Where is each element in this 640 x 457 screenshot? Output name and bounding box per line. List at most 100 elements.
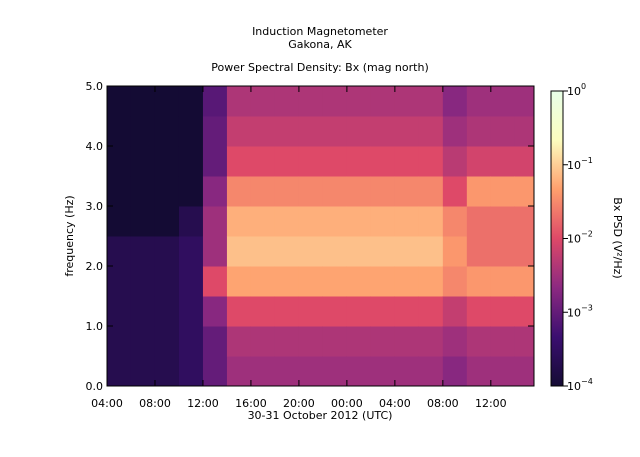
- cell: [370, 116, 396, 147]
- cell: [130, 206, 156, 237]
- cell: [274, 116, 300, 147]
- cell: [202, 296, 228, 327]
- cell: [178, 86, 204, 117]
- cell: [442, 176, 468, 207]
- cell: [202, 326, 228, 357]
- cell: [154, 146, 180, 177]
- cell: [370, 176, 396, 207]
- cell: [274, 176, 300, 207]
- cell: [274, 296, 300, 327]
- cell: [322, 236, 348, 267]
- cell: [274, 146, 300, 177]
- cell: [442, 326, 468, 357]
- cell: [346, 236, 372, 267]
- cell: [250, 296, 276, 327]
- cell: [442, 146, 468, 177]
- y-tick-label: 4.0: [86, 140, 104, 153]
- cell: [466, 326, 492, 357]
- cell: [154, 356, 180, 386]
- cell: [514, 116, 534, 147]
- cell: [107, 116, 132, 147]
- colorbar-tick-exponent: −2: [581, 230, 593, 239]
- cell: [370, 236, 396, 267]
- cell: [298, 266, 324, 297]
- cell: [130, 356, 156, 386]
- cell: [490, 296, 516, 327]
- cell: [298, 176, 324, 207]
- x-tick-label: 12:00: [475, 397, 507, 410]
- cell: [178, 266, 204, 297]
- cell: [442, 236, 468, 267]
- cell: [178, 296, 204, 327]
- cell: [226, 146, 252, 177]
- x-tick-label: 04:00: [379, 397, 411, 410]
- cell: [202, 146, 228, 177]
- cell: [298, 296, 324, 327]
- cell: [322, 296, 348, 327]
- cell: [418, 116, 444, 147]
- cell: [394, 326, 420, 357]
- cell: [394, 86, 420, 117]
- cell: [490, 326, 516, 357]
- cell: [178, 236, 204, 267]
- cell: [514, 356, 534, 386]
- cell: [107, 176, 132, 207]
- cell: [514, 236, 534, 267]
- cell: [346, 206, 372, 237]
- cell: [490, 236, 516, 267]
- cell: [514, 296, 534, 327]
- x-tick-label: 12:00: [187, 397, 219, 410]
- y-tick-label: 2.0: [86, 260, 104, 273]
- cell: [202, 236, 228, 267]
- cell: [107, 146, 132, 177]
- cell: [298, 326, 324, 357]
- cell: [226, 296, 252, 327]
- cell: [178, 146, 204, 177]
- cell: [274, 266, 300, 297]
- cell: [202, 266, 228, 297]
- cell: [322, 266, 348, 297]
- cell: [274, 86, 300, 117]
- cell: [466, 266, 492, 297]
- cell: [466, 236, 492, 267]
- cell: [250, 206, 276, 237]
- cell: [298, 86, 324, 117]
- cell: [107, 356, 132, 386]
- cell: [514, 176, 534, 207]
- plot-frame: [106, 85, 535, 387]
- cell: [394, 176, 420, 207]
- cell: [107, 266, 132, 297]
- cell: [250, 86, 276, 117]
- cell: [322, 176, 348, 207]
- cell: [394, 296, 420, 327]
- cell: [418, 356, 444, 386]
- colorbar-tick-exponent: −3: [581, 303, 593, 312]
- colorbar-tick-label: 10: [567, 233, 581, 246]
- cell: [107, 236, 132, 267]
- x-tick-label: 16:00: [235, 397, 267, 410]
- cell: [130, 326, 156, 357]
- cell: [370, 296, 396, 327]
- colorbar-tick-label: 10: [567, 306, 581, 319]
- plot-title: Power Spectral Density: Bx (mag north): [211, 61, 428, 74]
- cell: [298, 206, 324, 237]
- y-tick-label: 0.0: [86, 380, 104, 393]
- cell: [466, 86, 492, 117]
- colorbar-label: Bx PSD (V²/Hz): [611, 197, 624, 278]
- cell: [442, 116, 468, 147]
- cell: [418, 236, 444, 267]
- cell: [346, 266, 372, 297]
- cell: [298, 356, 324, 386]
- cell: [394, 146, 420, 177]
- cell: [466, 356, 492, 386]
- cell: [226, 86, 252, 117]
- cell: [418, 176, 444, 207]
- cell: [370, 146, 396, 177]
- cell: [202, 206, 228, 237]
- cell: [226, 206, 252, 237]
- cell: [490, 86, 516, 117]
- cell: [202, 116, 228, 147]
- cell: [130, 296, 156, 327]
- cell: [346, 326, 372, 357]
- cell: [514, 326, 534, 357]
